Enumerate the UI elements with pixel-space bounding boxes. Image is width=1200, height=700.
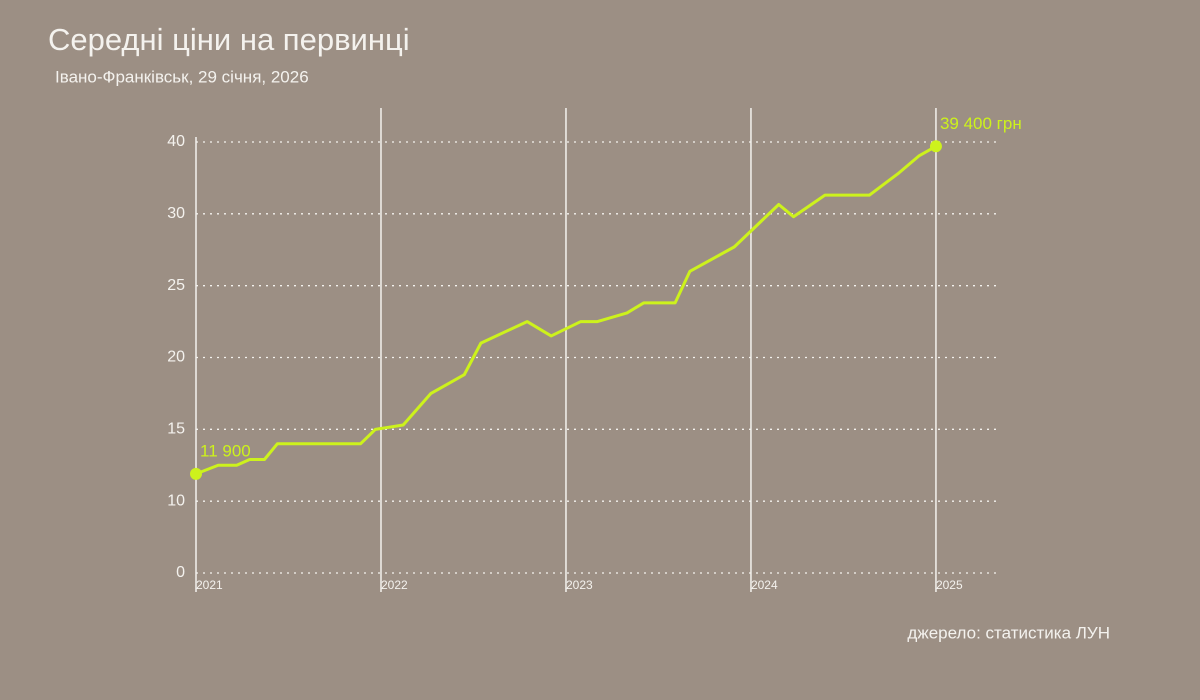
y-tick-label: 10 [167,492,185,509]
data-label: 11 900 [200,441,251,460]
x-tick-label: 2025 [936,578,963,592]
chart-subtitle: Івано-Франківськ, 29 січня, 2026 [55,67,309,86]
y-tick-label: 0 [176,564,185,581]
source-note: джерело: статистика ЛУН [907,623,1110,642]
point [190,467,202,480]
x-tick-label: 2024 [751,578,778,592]
x-tick-label: 2023 [566,578,593,592]
series-line [195,145,937,476]
point [929,140,942,153]
y-tick-label: 15 [167,421,185,438]
y-tick-label: 25 [167,277,185,294]
y-tick-label: 20 [167,349,185,366]
x-tick-label: 2022 [381,578,408,592]
data-label: 39 400 грн [940,114,1022,133]
chart-title: Середні ціни на первинці [48,22,410,57]
x-tick-label: 2021 [196,578,223,592]
y-tick-label: 30 [167,205,185,222]
y-tick-label: 40 [167,133,185,150]
